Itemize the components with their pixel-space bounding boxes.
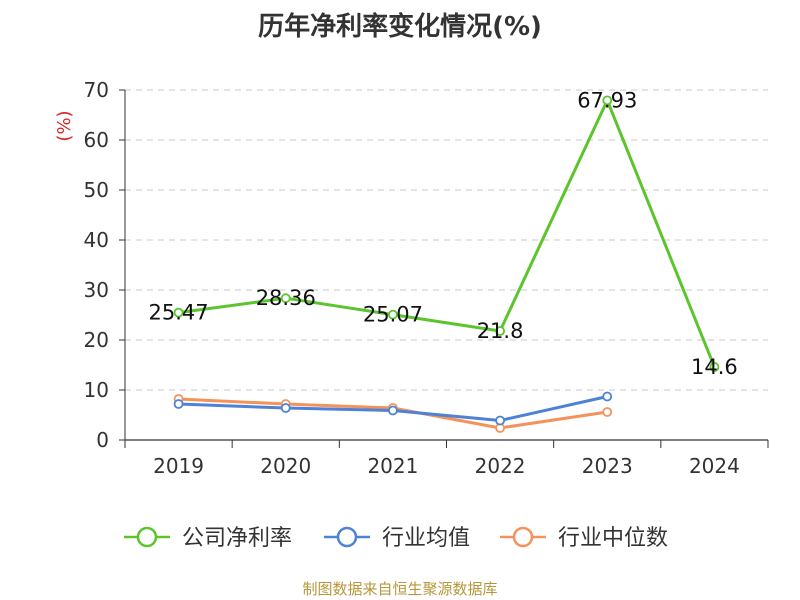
data-source-note: 制图数据来自恒生聚源数据库: [302, 580, 498, 598]
legend-marker: [512, 526, 534, 548]
legend-item: 行业中位数: [500, 526, 668, 551]
x-tick-label: 2019: [153, 454, 204, 478]
series: [173, 95, 720, 433]
legend-item: 公司净利率: [124, 526, 292, 551]
data-point: [602, 391, 613, 402]
legend-marker: [336, 526, 358, 548]
series-1: [173, 391, 613, 426]
grid-lines: [125, 89, 768, 391]
x-tick-label: 2023: [582, 454, 633, 478]
data-point: [602, 95, 613, 106]
data-label: 25.07: [363, 303, 423, 327]
y-axis-label: (%): [54, 110, 75, 141]
legend-marker: [136, 526, 158, 548]
legend-label: 行业均值: [382, 526, 470, 551]
data-point: [388, 405, 398, 416]
data-point: [709, 362, 720, 372]
y-tick-label: 10: [84, 378, 109, 402]
y-tick-label: 20: [84, 328, 109, 352]
data-label: 25.47: [149, 301, 209, 325]
data-point: [388, 309, 398, 320]
legend-item: 行业均值: [324, 526, 470, 551]
data-point: [602, 407, 613, 417]
data-label: 28.36: [256, 286, 316, 310]
data-point: [280, 403, 291, 413]
y-tick-label: 30: [84, 278, 109, 302]
x-tick-label: 2020: [260, 454, 311, 478]
data-point: [495, 415, 505, 426]
y-tick-label: 0: [96, 428, 109, 452]
data-point: [495, 326, 505, 336]
x-tick-label: 2021: [367, 454, 418, 478]
data-label: 21.8: [477, 319, 524, 343]
data-point: [280, 293, 291, 304]
legend: 公司净利率 行业均值 行业中位数: [124, 526, 668, 551]
y-tick-label: 50: [84, 178, 109, 202]
x-tick-label: 2022: [475, 454, 526, 478]
series-line: [178, 98, 716, 368]
y-tick-label: 60: [84, 128, 109, 152]
data-point: [173, 399, 184, 409]
y-tick-label: 70: [84, 78, 109, 102]
y-tick-label: 40: [84, 228, 109, 252]
chart-title: 历年净利率变化情况(%): [258, 12, 542, 42]
x-tick-label: 2024: [689, 454, 740, 478]
data-label: 67.93: [577, 88, 637, 112]
axes: 0 10 20 30 40 50 60 70 2019 2020 2021 2022 2023 2024: [84, 78, 769, 478]
legend-label: 行业中位数: [558, 526, 668, 551]
data-labels: 25.47 28.36 25.07 21.8 67.93 14.6: [149, 88, 738, 379]
series-0: [173, 95, 720, 372]
legend-label: 公司净利率: [182, 526, 292, 551]
data-point: [173, 307, 184, 318]
data-label: 14.6: [691, 355, 738, 379]
